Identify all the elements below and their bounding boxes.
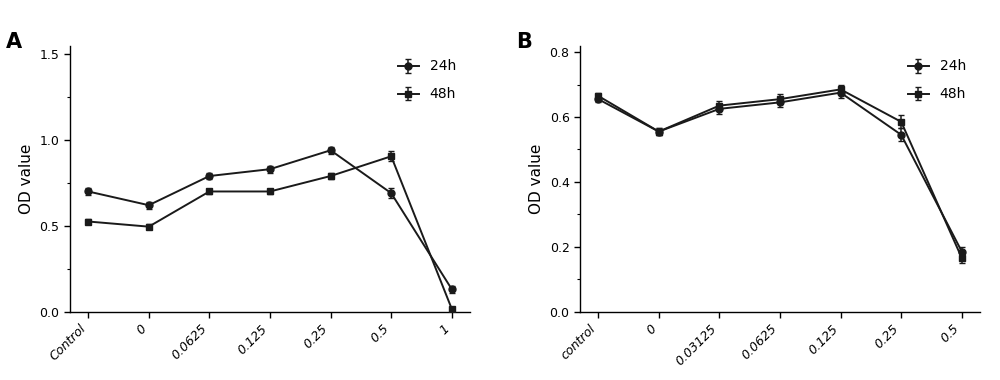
Y-axis label: OD value: OD value xyxy=(529,143,544,214)
Legend: 24h, 48h: 24h, 48h xyxy=(391,52,463,108)
Text: B: B xyxy=(516,32,532,52)
Y-axis label: OD value: OD value xyxy=(19,143,34,214)
Legend: 24h, 48h: 24h, 48h xyxy=(901,52,973,108)
Text: A: A xyxy=(6,32,22,52)
